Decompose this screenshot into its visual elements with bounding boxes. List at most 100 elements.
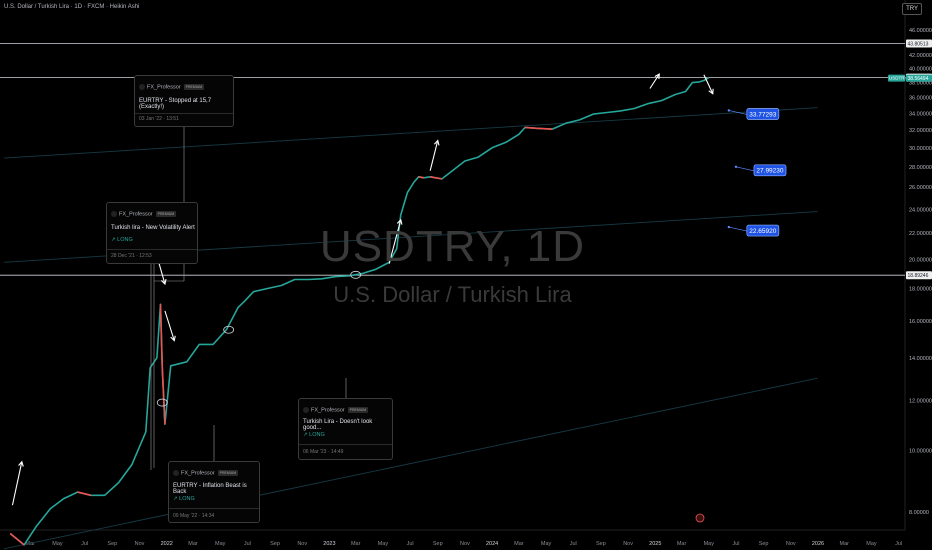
arrow-head (654, 73, 660, 80)
idea-author: FX_Professor (181, 470, 215, 477)
x-tick-label: Mar (26, 541, 36, 547)
bearish-segment (161, 367, 166, 425)
y-tick-label: 26.00000 (909, 185, 932, 191)
x-tick-label: Sep (759, 541, 769, 547)
down-arrow[interactable] (703, 74, 714, 94)
x-tick-label: May (704, 541, 715, 547)
x-tick-label: 2025 (649, 541, 661, 547)
x-tick-label: 2024 (486, 541, 498, 547)
x-tick-label: May (866, 541, 877, 547)
watermark-symbol: USDTRY, 1D (319, 222, 586, 271)
idea-author: FX_Professor (311, 407, 345, 414)
x-tick-label: Sep (596, 541, 606, 547)
idea-marker[interactable] (223, 325, 235, 334)
y-tick-label: 42.00000 (909, 53, 932, 59)
chart-title: U.S. Dollar / Turkish Lira · 1D · FXCM ·… (4, 4, 140, 10)
y-tick-label: 30.00000 (909, 146, 932, 152)
avatar (173, 470, 179, 476)
price-label-connector (735, 166, 755, 172)
y-tick-label: 14.00000 (909, 356, 932, 362)
x-tick-label: 2026 (812, 541, 824, 547)
currency-selector[interactable]: TRY (902, 3, 922, 15)
current-price-label: 38.56494 (908, 76, 929, 82)
idea-card[interactable]: FX_Professor PREMIUM EURTRY - Stopped at … (134, 75, 234, 127)
idea-author: FX_Professor (119, 211, 153, 218)
up-arrow[interactable] (11, 461, 23, 506)
x-tick-label: 2022 (161, 541, 173, 547)
down-arrow[interactable] (158, 263, 166, 285)
up-arrow[interactable] (429, 140, 439, 171)
y-tick-label: 38.00000 (909, 81, 932, 87)
arrow-head (170, 335, 176, 342)
y-tick-label: 40.00000 (909, 67, 932, 73)
channel-line[interactable] (3, 377, 818, 550)
idea-title[interactable]: EURTRY - Stopped at 15,7 (Exactly!) (139, 98, 212, 110)
x-tick-label: Sep (433, 541, 443, 547)
lightning-icon[interactable] (695, 513, 705, 523)
x-tick-label: Jul (244, 541, 251, 547)
channel-line[interactable] (3, 107, 818, 159)
y-tick-label: 28.00000 (909, 165, 932, 171)
x-tick-label: May (541, 541, 552, 547)
arrow-head (708, 88, 714, 95)
x-tick-label: May (52, 541, 63, 547)
current-symbol-tag (888, 74, 905, 82)
x-tick-label: Jul (407, 541, 414, 547)
idea-card[interactable]: FX_Professor PREMIUM EURTRY - Inflation B… (168, 461, 260, 523)
bearish-segment (77, 491, 92, 497)
x-tick-label: Nov (135, 541, 145, 547)
idea-direction-tag: ↗ LONG (173, 496, 195, 502)
y-tick-label: 34.00000 (909, 111, 932, 117)
x-tick-label: Nov (297, 541, 307, 547)
premium-badge: PREMIUM (183, 84, 205, 90)
y-tick-label: 22.00000 (909, 231, 932, 237)
current-price-tag (906, 74, 932, 82)
watermark-name: U.S. Dollar / Turkish Lira (333, 282, 572, 307)
y-tick-label: 24.00000 (909, 207, 932, 213)
x-tick-label: Nov (460, 541, 470, 547)
price-label-text: 33.77293 (749, 111, 776, 118)
idea-card[interactable]: FX_Professor PREMIUM Turkish Lira - Doesn… (298, 398, 393, 460)
price-label-box[interactable] (746, 224, 780, 237)
x-tick-label: Nov (786, 541, 796, 547)
price-label-box[interactable] (753, 164, 787, 177)
level-price-label: 18.89246 (908, 273, 929, 279)
idea-date: 09 May '22 · 14:34 (173, 513, 215, 519)
idea-date: 06 Mar '23 · 14:49 (303, 449, 344, 455)
y-tick-label: 32.00000 (909, 128, 932, 134)
y-tick-label: 18.00000 (909, 287, 932, 293)
y-tick-label: 36.00000 (909, 96, 932, 102)
y-tick-label: 10.00000 (909, 449, 932, 455)
idea-title[interactable]: Turkish Lira - Doesn't look good... (303, 419, 373, 431)
x-tick-label: Nov (623, 541, 633, 547)
x-tick-label: May (378, 541, 389, 547)
idea-title[interactable]: EURTRY - Inflation Beast is Back (173, 483, 247, 495)
avatar (111, 211, 117, 217)
x-tick-label: Jul (570, 541, 577, 547)
idea-title[interactable]: Turkish lira - New Volatility Alert (111, 225, 195, 231)
idea-date: 03 Jan '22 · 13:51 (139, 116, 179, 122)
card-divider (299, 444, 392, 445)
down-arrow[interactable] (164, 310, 175, 341)
idea-author: FX_Professor (147, 84, 181, 91)
idea-marker[interactable] (156, 398, 168, 407)
x-tick-label: Mar (188, 541, 198, 547)
bearish-segment (525, 126, 537, 130)
idea-marker[interactable] (350, 270, 362, 279)
arrow-head (18, 460, 24, 467)
bearish-segment (430, 176, 442, 180)
up-arrow[interactable] (649, 73, 660, 89)
idea-date: 28 Dec '21 · 12:53 (111, 253, 152, 259)
idea-direction-tag: ↗ LONG (111, 237, 133, 243)
bearish-segment (536, 127, 553, 130)
x-tick-label: Sep (107, 541, 117, 547)
price-label-connector (728, 110, 747, 115)
up-arrow[interactable] (388, 219, 402, 264)
idea-card[interactable]: FX_Professor PREMIUM Turkish lira - New V… (106, 202, 198, 264)
premium-badge: PREMIUM (155, 211, 177, 217)
premium-badge: PREMIUM (347, 407, 369, 413)
card-divider (135, 113, 233, 114)
price-label-box[interactable] (746, 108, 780, 120)
arrow-head (396, 218, 403, 225)
